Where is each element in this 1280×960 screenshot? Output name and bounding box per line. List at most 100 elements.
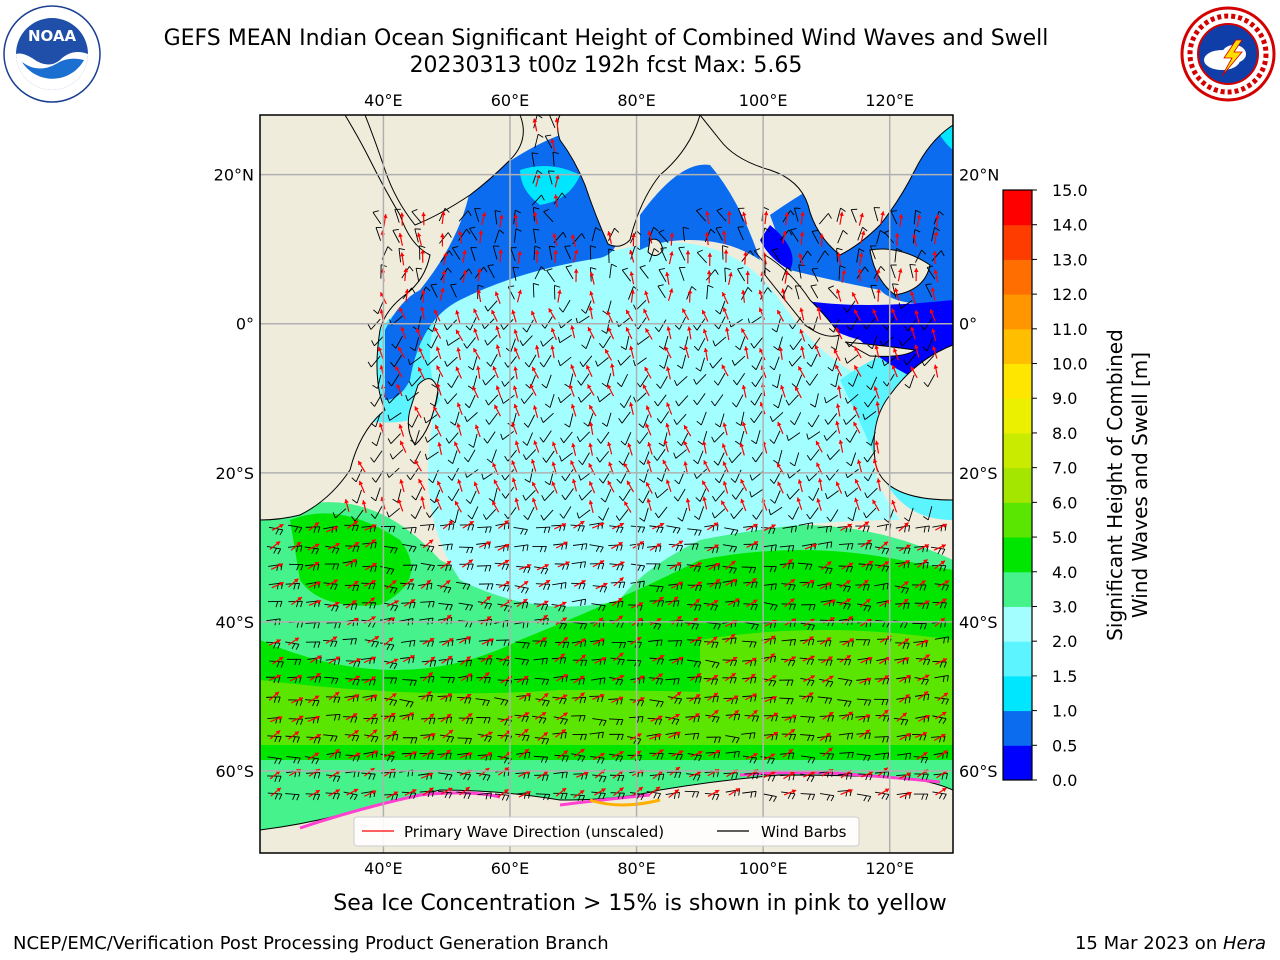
colorbar-tick-label: 9.0 xyxy=(1052,389,1077,408)
wave-arrow xyxy=(935,214,940,228)
wind-barb xyxy=(459,524,475,531)
wave-arrow xyxy=(741,384,747,398)
wind-barb xyxy=(674,375,688,387)
wave-arrow xyxy=(595,582,608,590)
wave-arrow xyxy=(706,674,719,683)
wind-barb xyxy=(367,355,381,368)
wind-barb xyxy=(615,509,629,521)
wind-barb xyxy=(863,507,877,519)
wind-barb xyxy=(750,337,764,349)
wind-barb xyxy=(571,715,586,722)
wind-barb xyxy=(847,373,859,387)
wind-barb xyxy=(770,490,781,504)
wind-barb xyxy=(839,751,854,759)
wave-arrow xyxy=(310,655,322,664)
wave-arrow xyxy=(557,636,569,646)
wave-arrow xyxy=(897,581,909,590)
wind-barb xyxy=(737,226,744,241)
wave-arrow xyxy=(518,563,532,571)
wave-arrow xyxy=(576,771,589,778)
wave-arrow xyxy=(537,731,549,742)
wind-barb xyxy=(843,300,856,313)
wave-arrow xyxy=(877,541,889,551)
wind-barb xyxy=(934,675,949,683)
wind-barb xyxy=(469,226,478,241)
wind-barb xyxy=(711,508,726,519)
wind-barb xyxy=(648,639,663,647)
wave-arrow xyxy=(377,346,384,360)
wave-arrow xyxy=(707,692,719,701)
wave-arrow xyxy=(414,459,422,472)
wave-arrow xyxy=(853,365,862,377)
colorbar-segment xyxy=(1003,537,1032,573)
wind-barb xyxy=(751,356,763,371)
wind-barb xyxy=(410,430,420,444)
wave-arrow xyxy=(271,581,284,589)
wind-barb xyxy=(515,733,530,742)
wave-arrow xyxy=(935,711,947,720)
wave-arrow xyxy=(720,500,729,513)
wave-arrow xyxy=(476,289,482,303)
wind-barb xyxy=(656,467,667,482)
wave-arrow xyxy=(662,459,670,472)
wave-arrow xyxy=(346,788,359,796)
wave-arrow xyxy=(671,540,684,548)
wind-barb xyxy=(913,793,929,800)
lon-label-top: 60°E xyxy=(491,91,529,110)
wave-arrow xyxy=(859,729,871,738)
wind-barb xyxy=(649,585,664,593)
wind-barb xyxy=(896,752,912,760)
wind-barb xyxy=(443,319,458,331)
wave-arrow xyxy=(645,481,653,494)
wave-arrow xyxy=(347,520,359,529)
lat-label-left: 20°N xyxy=(214,166,254,185)
wave-arrow xyxy=(896,712,908,722)
wind-barb xyxy=(693,393,706,406)
wind-barb xyxy=(712,490,725,502)
wind-barb xyxy=(475,698,490,707)
lon-label-bottom: 40°E xyxy=(364,859,402,878)
wind-barb xyxy=(351,509,364,522)
wave-arrow xyxy=(834,364,843,377)
wind-barb xyxy=(287,524,303,534)
wind-barb xyxy=(470,247,477,262)
wave-arrow xyxy=(457,479,463,492)
wind-barb xyxy=(510,247,517,262)
wind-barb xyxy=(789,338,802,350)
wind-barb xyxy=(693,373,707,385)
wave-arrow xyxy=(517,580,529,590)
wave-arrow xyxy=(573,579,587,587)
wave-arrow xyxy=(727,272,733,286)
wind-barb xyxy=(912,733,927,741)
wind-barb xyxy=(934,636,950,644)
wave-arrow xyxy=(815,440,823,453)
wave-arrow xyxy=(897,598,909,608)
wind-barb xyxy=(876,229,886,244)
noaa-logo-text: NOAA xyxy=(28,27,77,45)
wave-arrow xyxy=(382,637,394,647)
wave-arrow xyxy=(910,290,916,304)
wave-arrow xyxy=(386,791,399,799)
wave-arrow xyxy=(422,539,434,549)
wave-arrow xyxy=(574,692,586,702)
wave-arrow xyxy=(348,658,362,665)
wind-barb xyxy=(706,736,721,743)
wind-barb xyxy=(420,524,435,531)
wind-barb xyxy=(516,566,531,574)
wave-arrow xyxy=(683,461,689,475)
wind-barb xyxy=(425,506,439,518)
wave-arrow xyxy=(689,598,701,609)
wave-arrow xyxy=(400,326,407,340)
colorbar-tick-label: 8.0 xyxy=(1052,424,1077,443)
wave-arrow xyxy=(766,731,779,739)
wave-arrow xyxy=(588,500,594,514)
colorbar-segment xyxy=(1003,190,1032,226)
wind-barb xyxy=(656,411,670,424)
wind-barb xyxy=(658,268,667,282)
wave-arrow xyxy=(420,579,432,589)
wave-arrow xyxy=(497,788,509,798)
wave-arrow xyxy=(363,656,377,664)
colorbar-frame xyxy=(1002,189,1033,781)
wind-barb xyxy=(482,508,497,520)
colorbar-segment xyxy=(1003,467,1032,503)
